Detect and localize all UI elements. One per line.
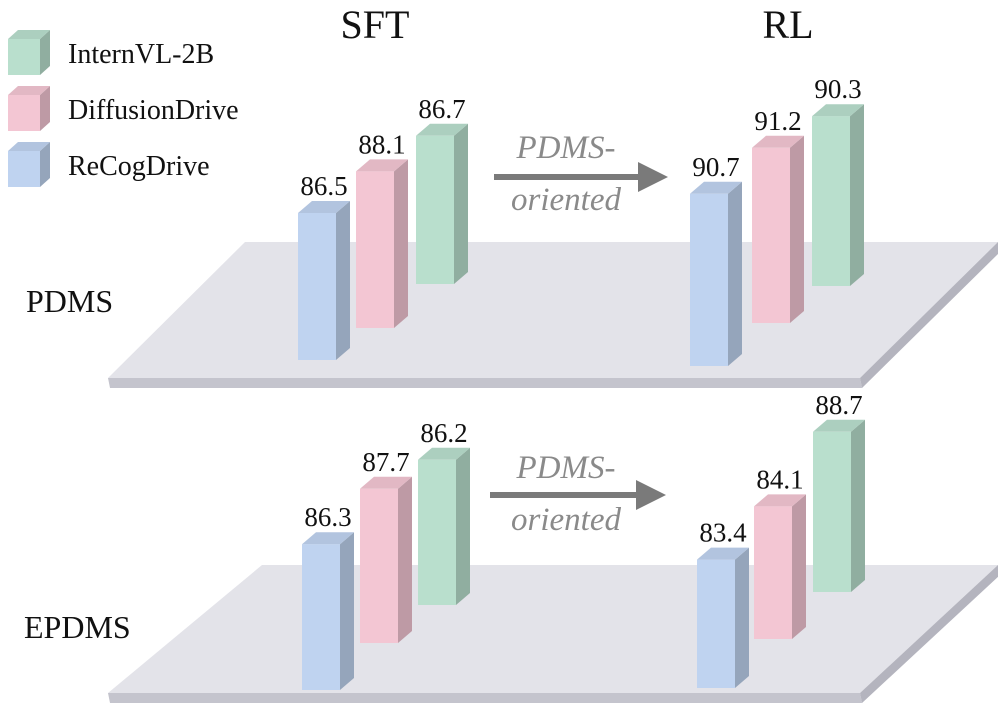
legend-item-diffusiondrive: DiffusionDrive xyxy=(8,86,239,131)
legend: InternVL-2B DiffusionDrive ReCogDrive xyxy=(8,30,239,187)
bar-pdms-rl-diffusiondrive xyxy=(752,135,804,323)
legend-swatch-front xyxy=(8,151,40,187)
bar-epdms-rl-internvl-2b-side xyxy=(851,419,865,592)
bar-epdms-sft-internvl-2b-side xyxy=(456,447,470,605)
bar-epdms-rl-internvl-2b xyxy=(813,419,865,592)
bar-pdms-rl-recogdrive-top xyxy=(690,181,742,194)
platform-front-2 xyxy=(108,693,862,703)
bar-epdms-sft-recogdrive-front xyxy=(302,544,340,690)
bar-epdms-rl-diffusiondrive-top xyxy=(754,494,806,507)
bar-epdms-rl-recogdrive xyxy=(697,547,749,688)
arrow-label-line2: oriented xyxy=(511,182,621,218)
platform-top-2 xyxy=(108,565,998,693)
bar-epdms-rl-recogdrive-top xyxy=(697,547,749,560)
legend-label: DiffusionDrive xyxy=(68,95,239,126)
legend-swatch-front xyxy=(8,95,40,131)
bar-epdms-rl-internvl-2b-front xyxy=(813,431,851,592)
bar-epdms-sft-diffusiondrive-front xyxy=(360,488,398,643)
arrow-head-icon xyxy=(636,480,666,510)
bar-epdms-rl-recogdrive-front xyxy=(697,559,735,688)
bar-epdms-sft-diffusiondrive xyxy=(360,476,412,643)
bar-epdms-sft-internvl-2b-front xyxy=(418,459,456,605)
legend-item-internvl-2b: InternVL-2B xyxy=(8,30,214,75)
bar-pdms-rl-internvl-2b-value-label: 90.3 xyxy=(814,74,861,104)
bar-epdms-rl-diffusiondrive-front xyxy=(754,506,792,639)
legend-label: ReCogDrive xyxy=(68,151,210,182)
bar-pdms-rl-internvl-2b xyxy=(812,104,864,286)
labels: 86.5 88.1 86.7 90.7 91.2 90.3 PDMS 86.3 87.7 86.2… xyxy=(24,2,863,645)
bar-pdms-sft-diffusiondrive-value-label: 88.1 xyxy=(358,129,405,159)
bar-pdms-sft-recogdrive-top xyxy=(298,201,350,213)
legend-swatch-side xyxy=(40,86,50,131)
bar-epdms-sft-recogdrive-side xyxy=(340,532,354,690)
bar-pdms-rl-diffusiondrive-top xyxy=(752,135,804,148)
bar-pdms-sft-recogdrive-front xyxy=(298,213,336,360)
bar-pdms-sft-internvl-2b xyxy=(416,123,468,284)
bar-epdms-sft-recogdrive-value-label: 86.3 xyxy=(304,502,351,532)
arrow-head-icon xyxy=(638,162,668,192)
bar-pdms-sft-internvl-2b-front xyxy=(416,135,454,284)
bar-pdms-sft-diffusiondrive-top xyxy=(356,159,408,172)
legend-swatch-top xyxy=(8,142,50,151)
legend-swatch-top xyxy=(8,86,50,95)
bar-pdms-sft-recogdrive-value-label: 86.5 xyxy=(300,171,347,201)
metric-label-pdms: PDMS xyxy=(26,283,113,319)
stage-title-rl: RL xyxy=(762,2,813,47)
bar-pdms-rl-internvl-2b-side xyxy=(850,104,864,286)
bar-pdms-rl-internvl-2b-top xyxy=(812,104,864,117)
bar-epdms-sft-diffusiondrive-value-label: 87.7 xyxy=(362,447,409,477)
stage-title-sft: SFT xyxy=(341,2,410,47)
bar-pdms-rl-diffusiondrive-front xyxy=(752,147,790,323)
bar-pdms-rl-diffusiondrive-side xyxy=(790,135,804,323)
bar-pdms-rl-recogdrive-side xyxy=(728,181,742,366)
bar-pdms-rl-diffusiondrive-value-label: 91.2 xyxy=(754,106,801,136)
platform-top-1 xyxy=(108,242,998,378)
bar-pdms-sft-internvl-2b-side xyxy=(454,123,468,284)
legend-swatch-top xyxy=(8,30,50,39)
platform-side-1 xyxy=(860,242,998,388)
bar-pdms-sft-diffusiondrive-side xyxy=(394,159,408,328)
bar-epdms-rl-diffusiondrive xyxy=(754,494,806,639)
bar-epdms-rl-diffusiondrive-value-label: 84.1 xyxy=(756,464,803,494)
legend-swatch-side xyxy=(40,30,50,75)
bar-epdms-sft-recogdrive-top xyxy=(302,532,354,545)
bar-epdms-rl-internvl-2b-value-label: 88.7 xyxy=(815,390,862,420)
arrow-label-line1: PDMS- xyxy=(516,130,616,166)
bar-epdms-sft-internvl-2b xyxy=(418,447,470,605)
bar-epdms-sft-diffusiondrive-top xyxy=(360,476,412,489)
bar-pdms-sft-diffusiondrive-front xyxy=(356,171,394,328)
arrow-label-line2: oriented xyxy=(511,502,621,538)
bar-pdms-sft-recogdrive xyxy=(298,201,350,360)
arrow-label-line1: PDMS- xyxy=(516,450,616,486)
legend-item-recogdrive: ReCogDrive xyxy=(8,142,210,187)
legend-label: InternVL-2B xyxy=(68,39,214,70)
bar-epdms-rl-diffusiondrive-side xyxy=(792,494,806,639)
bar-pdms-rl-recogdrive xyxy=(690,181,742,366)
arrow-1: PDMS-oriented xyxy=(494,130,668,218)
bar-epdms-sft-diffusiondrive-side xyxy=(398,476,412,643)
bar-pdms-rl-internvl-2b-front xyxy=(812,116,850,286)
platform-side-2 xyxy=(860,565,998,703)
bar-pdms-rl-recogdrive-front xyxy=(690,193,728,366)
bar-epdms-sft-internvl-2b-value-label: 86.2 xyxy=(420,418,467,448)
bars xyxy=(298,104,865,690)
bar-epdms-rl-internvl-2b-top xyxy=(813,419,865,432)
legend-swatch-front xyxy=(8,39,40,75)
bar-epdms-rl-recogdrive-value-label: 83.4 xyxy=(699,518,747,548)
bar-epdms-sft-internvl-2b-top xyxy=(418,447,470,460)
bar-pdms-rl-recogdrive-value-label: 90.7 xyxy=(692,152,739,182)
bar-epdms-rl-recogdrive-side xyxy=(735,547,749,688)
bar-pdms-sft-internvl-2b-top xyxy=(416,123,468,136)
bar-pdms-sft-diffusiondrive xyxy=(356,159,408,328)
bar-pdms-sft-recogdrive-side xyxy=(336,201,350,360)
platform-front-1 xyxy=(108,378,862,388)
arrow-2: PDMS-oriented xyxy=(490,450,666,538)
bar-pdms-sft-internvl-2b-value-label: 86.7 xyxy=(418,94,465,124)
legend-swatch-side xyxy=(40,142,50,187)
bar-epdms-sft-recogdrive xyxy=(302,532,354,690)
metric-label-epdms: EPDMS xyxy=(24,609,131,645)
